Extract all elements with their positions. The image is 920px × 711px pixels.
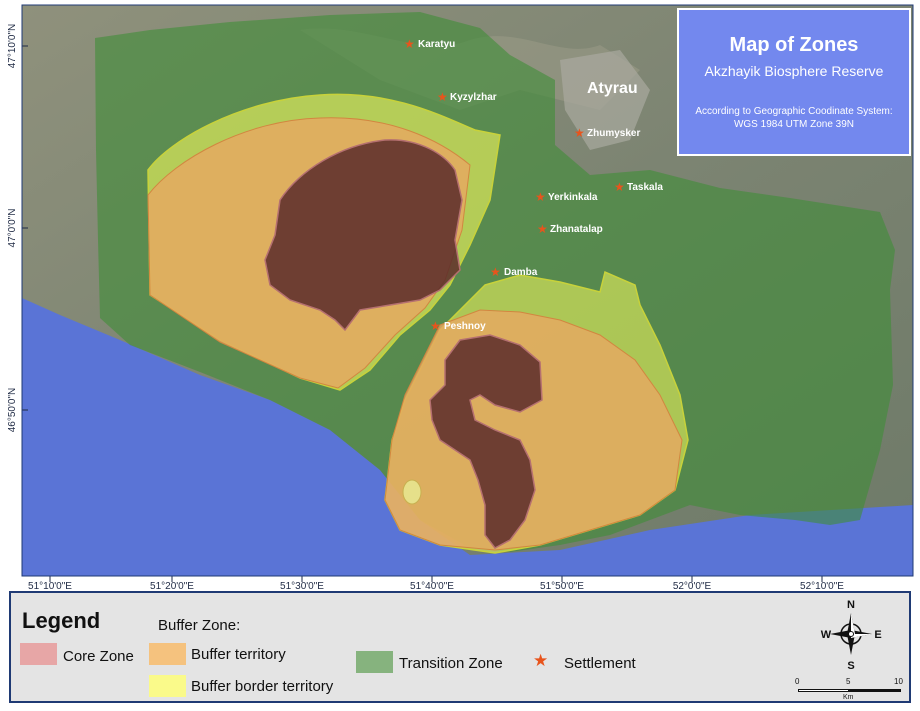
crs-line-2: WGS 1984 UTM Zone 39N xyxy=(733,119,855,130)
scale-bar xyxy=(798,689,901,692)
compass-w-label: W xyxy=(821,629,832,641)
legend-panel: Legend Buffer Zone: Core Zone Buffer ter… xyxy=(9,591,911,703)
legend-transition-label: Transition Zone xyxy=(399,655,503,672)
settlement-label: Taskala xyxy=(627,182,663,193)
settlement-marker: ★ Damba xyxy=(490,265,538,279)
settlement-label: Zhanatalap xyxy=(550,224,603,235)
map-title-box: Map of Zones Akzhayik Biosphere Reserve … xyxy=(677,8,911,156)
core-zone-south xyxy=(429,334,543,549)
settlement-star-icon: ★ xyxy=(574,126,585,140)
legend-core-swatch xyxy=(20,643,57,665)
legend-buffer-swatch xyxy=(149,643,186,665)
small-island xyxy=(402,479,422,505)
lat-tick-label: 46°50'0"N xyxy=(7,388,18,433)
legend-buffer-border-swatch xyxy=(149,675,186,697)
land-texture-2 xyxy=(560,50,650,150)
map-title: Map of Zones xyxy=(729,34,859,56)
settlement-star-icon: ★ xyxy=(404,37,415,51)
settlement-star-icon: ★ xyxy=(437,90,448,104)
city-label-atyrau: Atyrau xyxy=(587,80,638,97)
compass-e-label: E xyxy=(874,629,881,641)
crs-line-1: According to Geographic Coodinate System… xyxy=(695,106,893,117)
map-subtitle: Akzhayik Biosphere Reserve xyxy=(704,63,884,79)
lon-tick-label: 51°30'0"E xyxy=(280,581,324,592)
settlement-label: Yerkinkala xyxy=(548,192,598,203)
lat-tick-label: 47°10'0"N xyxy=(7,24,18,69)
core-zone-north xyxy=(264,139,463,332)
compass-rose: N S W E xyxy=(821,599,882,672)
settlement-label: Karatyu xyxy=(418,39,455,50)
settlement-star-icon: ★ xyxy=(537,222,548,236)
settlement-marker: ★ Zhanatalap xyxy=(537,222,603,236)
compass-s-label: S xyxy=(847,660,854,672)
scale-label: 5 xyxy=(846,677,851,686)
settlement-star-icon: ★ xyxy=(535,190,546,204)
lon-tick-label: 51°40'0"E xyxy=(410,581,454,592)
latitude-ticks: 47°10'0"N 47°0'0"N 46°50'0"N xyxy=(7,24,28,433)
legend-title: Legend xyxy=(22,608,101,633)
scale-unit: Km xyxy=(843,694,854,701)
settlement-marker: ★ Kyzylzhar xyxy=(437,90,497,104)
scale-bar-half xyxy=(798,689,849,692)
settlement-marker: ★ Peshnoy xyxy=(430,319,486,333)
longitude-ticks: 51°10'0"E 51°20'0"E 51°30'0"E 51°40'0"E … xyxy=(28,576,844,592)
settlement-star-icon: ★ xyxy=(490,265,501,279)
lon-tick-label: 51°50'0"E xyxy=(540,581,584,592)
settlement-star-icon: ★ xyxy=(430,319,441,333)
settlement-marker: ★ Taskala xyxy=(614,180,663,194)
lon-tick-label: 52°0'0"E xyxy=(673,581,712,592)
lon-tick-label: 51°10'0"E xyxy=(28,581,72,592)
legend-buffer-heading: Buffer Zone: xyxy=(158,617,241,634)
compass-n-label: N xyxy=(847,599,855,611)
scale-label: 0 xyxy=(795,677,800,686)
settlement-label: Damba xyxy=(504,267,538,278)
crs-note: According to Geographic Coodinate System… xyxy=(679,105,909,131)
caspian-sea xyxy=(22,298,913,576)
lat-tick-label: 47°0'0"N xyxy=(7,209,18,248)
lon-tick-label: 52°10'0"E xyxy=(800,581,844,592)
settlement-marker: ★ Zhumysker xyxy=(574,126,640,140)
settlement-marker: ★ Yerkinkala xyxy=(535,190,598,204)
legend-transition-swatch xyxy=(356,651,393,673)
settlement-marker: ★ Karatyu xyxy=(404,37,455,51)
legend-core-label: Core Zone xyxy=(63,648,134,665)
legend-settlement-star-icon: ★ xyxy=(533,651,549,670)
legend-settlement-label: Settlement xyxy=(564,655,636,672)
settlement-star-icon: ★ xyxy=(614,180,625,194)
scale-label: 10 xyxy=(894,677,903,686)
lon-tick-label: 51°20'0"E xyxy=(150,581,194,592)
settlement-label: Zhumysker xyxy=(587,128,640,139)
map-frame xyxy=(21,4,914,577)
legend-buffer-label: Buffer territory xyxy=(191,646,286,663)
settlement-label: Kyzylzhar xyxy=(450,92,497,103)
settlement-label: Peshnoy xyxy=(444,321,486,332)
legend-buffer-border-label: Buffer border territory xyxy=(191,678,334,695)
